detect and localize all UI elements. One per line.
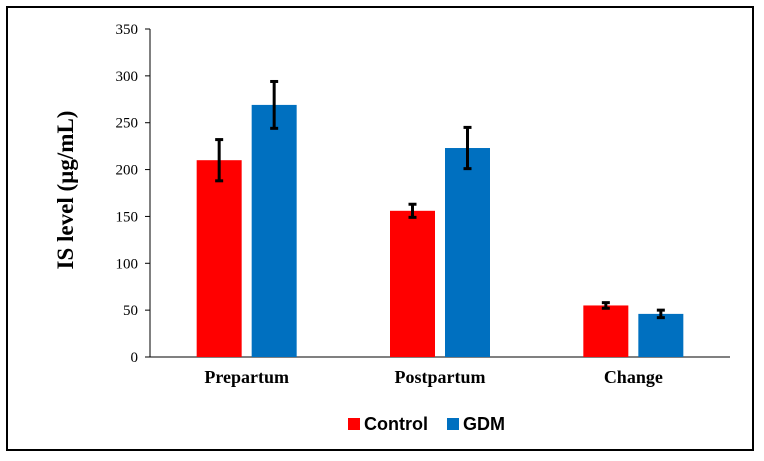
y-tick-label: 300 (116, 69, 139, 85)
category-label: Change (604, 367, 663, 387)
category-label: Postpartum (395, 367, 486, 387)
bar-gdm-prepartum (251, 104, 297, 357)
legend-label-control: Control (364, 414, 428, 434)
legend: Control GDM (348, 414, 505, 434)
y-tick-label: 150 (116, 209, 139, 225)
error-bars (215, 79, 665, 320)
legend-label-gdm: GDM (463, 414, 505, 434)
legend-swatch-control (348, 418, 360, 430)
bar-control-change (583, 305, 629, 357)
category-label: Prepartum (204, 367, 289, 387)
bar-control-postpartum (390, 210, 435, 357)
legend-swatch-gdm (447, 418, 459, 430)
y-tick-label: 200 (116, 163, 139, 179)
y-tick-label: 0 (131, 350, 139, 366)
axes (145, 28, 730, 358)
y-tick-label: 350 (116, 22, 139, 38)
bars (196, 104, 684, 357)
bar-control-prepartum (196, 160, 242, 357)
y-tick-label: 50 (123, 303, 138, 319)
bar-gdm-change (638, 313, 684, 357)
category-labels: Prepartum Postpartum Change (204, 367, 663, 387)
chart-frame (6, 6, 754, 451)
y-axis-label: IS level (µg/mL) (53, 111, 78, 270)
y-tick-label: 250 (116, 116, 139, 132)
y-tick-labels: 0 50 100 150 200 250 300 350 (116, 22, 139, 366)
bar-gdm-postpartum (445, 148, 490, 357)
y-tick-label: 100 (116, 256, 139, 272)
